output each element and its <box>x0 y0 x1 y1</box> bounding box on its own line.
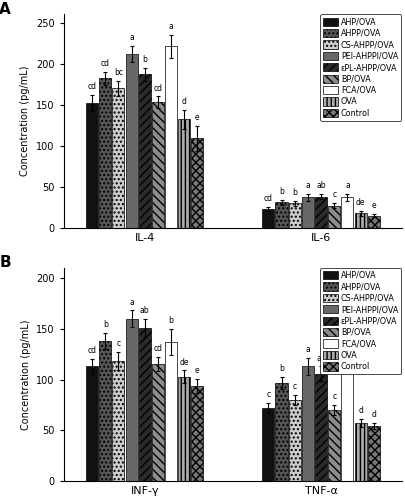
Text: A: A <box>0 2 11 16</box>
Bar <box>262 408 274 481</box>
Bar <box>178 120 190 228</box>
Text: a: a <box>129 32 134 42</box>
Text: b: b <box>292 188 296 197</box>
Text: de: de <box>179 358 189 366</box>
Y-axis label: Concentration (pg/mL): Concentration (pg/mL) <box>20 66 30 176</box>
Bar <box>327 206 339 228</box>
Text: cd: cd <box>263 194 272 202</box>
Bar <box>314 374 326 481</box>
Text: a: a <box>305 346 309 354</box>
Bar <box>262 209 274 228</box>
Text: d: d <box>181 97 186 106</box>
Bar <box>301 366 313 481</box>
Bar <box>354 213 366 228</box>
Text: d: d <box>371 410 375 420</box>
Text: c: c <box>292 382 296 391</box>
Text: ab: ab <box>140 306 149 315</box>
Text: b: b <box>278 364 283 372</box>
Bar <box>139 328 150 481</box>
Text: cd: cd <box>87 346 96 356</box>
Bar <box>191 386 203 481</box>
Text: de: de <box>355 198 364 207</box>
Text: cd: cd <box>100 59 109 68</box>
Bar <box>125 318 137 481</box>
Text: c: c <box>331 392 335 401</box>
Bar <box>367 426 379 481</box>
Text: bc: bc <box>114 68 123 77</box>
Bar <box>327 410 339 481</box>
Legend: AHP/OVA, AHPP/OVA, CS-AHPP/OVA, PEI-AHPPI/OVA, εPL-AHPP/OVA, BP/OVA, FCA/OVA, OV: AHP/OVA, AHPP/OVA, CS-AHPP/OVA, PEI-AHPP… <box>319 14 401 121</box>
Bar <box>99 78 111 228</box>
Bar <box>191 138 203 228</box>
Bar <box>86 103 98 228</box>
Text: d: d <box>357 406 362 416</box>
Bar <box>288 400 300 481</box>
Bar <box>151 102 164 228</box>
Bar <box>301 198 313 228</box>
Bar <box>275 382 287 481</box>
Text: b: b <box>168 316 173 325</box>
Bar <box>275 202 287 228</box>
Text: cd: cd <box>87 82 96 91</box>
Text: e: e <box>195 113 199 122</box>
Bar <box>164 46 177 228</box>
Bar <box>112 88 124 228</box>
Bar <box>99 341 111 481</box>
Text: B: B <box>0 255 11 270</box>
Bar <box>125 54 137 228</box>
Bar <box>341 364 353 481</box>
Text: b: b <box>102 320 107 329</box>
Text: ab: ab <box>315 354 325 362</box>
Text: cd: cd <box>153 84 162 92</box>
Bar <box>139 74 150 228</box>
Text: a: a <box>129 298 134 306</box>
Text: e: e <box>371 201 375 210</box>
Text: b: b <box>278 187 283 196</box>
Bar <box>164 342 177 481</box>
Bar <box>367 216 379 228</box>
Legend: AHP/OVA, AHPP/OVA, CS-AHPP/OVA, PEI-AHPPI/OVA, εPL-AHPP/OVA, BP/OVA, FCA/OVA, OV: AHP/OVA, AHPP/OVA, CS-AHPP/OVA, PEI-AHPP… <box>319 268 401 374</box>
Text: e: e <box>195 366 199 374</box>
Text: cd: cd <box>153 344 162 354</box>
Bar <box>178 376 190 481</box>
Text: a: a <box>305 182 309 190</box>
Bar <box>314 196 326 228</box>
Y-axis label: Concentration (pg/mL): Concentration (pg/mL) <box>21 320 30 430</box>
Text: a: a <box>344 342 349 350</box>
Text: c: c <box>266 390 270 399</box>
Text: c: c <box>331 190 335 200</box>
Text: ab: ab <box>315 182 325 190</box>
Text: a: a <box>168 22 173 31</box>
Text: b: b <box>142 55 147 64</box>
Bar <box>151 364 164 481</box>
Text: a: a <box>344 182 349 190</box>
Bar <box>288 203 300 228</box>
Bar <box>354 424 366 481</box>
Text: c: c <box>116 340 120 348</box>
Bar <box>341 198 353 228</box>
Bar <box>86 366 98 481</box>
Bar <box>112 362 124 481</box>
